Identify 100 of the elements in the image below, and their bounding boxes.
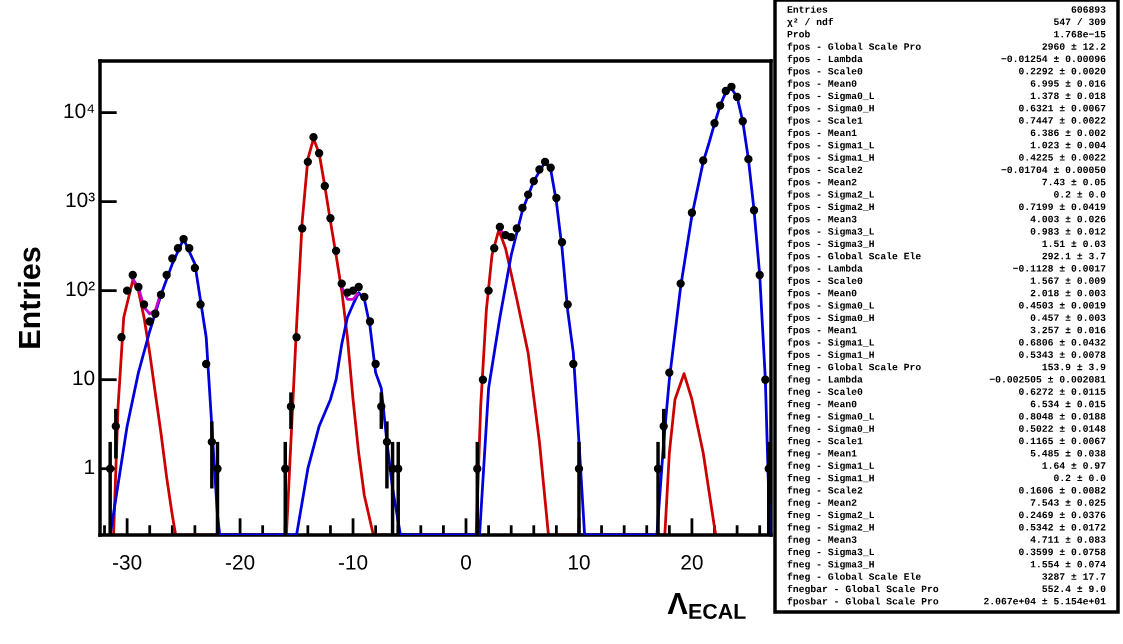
x-tick-label: 20 [681, 554, 703, 570]
x-tick-label: -10 [338, 554, 368, 570]
text: fpos - Lambda [787, 54, 863, 65]
text: fneg - Mean3 [787, 535, 857, 545]
text: 7.43 ± 0.05 [1042, 178, 1106, 186]
text: 1.567 ± 0.009 [1030, 277, 1106, 284]
x-tick-label: -20 [225, 554, 255, 570]
text: 5.485 ± 0.038 [1030, 449, 1106, 457]
text: 6.995 ± 0.016 [1030, 80, 1106, 87]
text: fpos - Global Scale Ele [787, 252, 921, 262]
text: 153.9 ± 3.9 [1042, 363, 1106, 371]
text: fpos - Mean3 [787, 215, 857, 225]
text: fposbar - Global Scale Pro [787, 597, 939, 607]
text: 3287 ± 17.7 [1042, 573, 1106, 580]
text: −0.01704 ± 0.00050 [1001, 166, 1106, 174]
text: 0.983 ± 0.012 [1030, 228, 1106, 235]
text: fpos - Lambda [787, 264, 863, 274]
y-tick-label: 10³ [66, 192, 95, 208]
text: fneg - Scale2 [787, 486, 863, 496]
x-tick-label: -30 [112, 554, 142, 570]
text: 1.64 ± 0.97 [1042, 462, 1106, 469]
text: 0.7199 ± 0.0419 [1019, 203, 1106, 210]
text: 2.067e+04 ± 5.154e+01 [984, 597, 1106, 605]
text: −0.1128 ± 0.0017 [1013, 265, 1106, 272]
text: 0.5343 ± 0.0078 [1019, 351, 1106, 358]
text: 1.51 ± 0.03 [1042, 240, 1106, 247]
y-axis-title: Entries [17, 247, 41, 348]
x-tick-label: 0 [461, 554, 471, 570]
text: fneg - Lambda [787, 375, 863, 385]
text: fpos - Mean2 [787, 178, 857, 188]
text: fpos - Sigma1_H [787, 350, 874, 360]
text: fpos - Sigma0_H [787, 313, 874, 323]
text: 0.5022 ± 0.0148 [1019, 425, 1106, 432]
y-tick-label: 10² [66, 281, 95, 297]
text: fneg - Mean2 [787, 498, 857, 508]
text: fneg - Sigma1_L [787, 461, 875, 471]
text: 1.768e−15 [1054, 30, 1106, 38]
text: fpos - Sigma2_H [787, 202, 874, 213]
text: fpos - Scale2 [787, 165, 863, 176]
text: fpos - Sigma0_H [787, 104, 874, 114]
text: 6.534 ± 0.015 [1030, 400, 1106, 408]
text: fpos - Mean0 [787, 79, 857, 89]
text: 0.6272 ± 0.0115 [1019, 388, 1106, 395]
text: −0.002505 ± 0.002081 [989, 375, 1106, 383]
text: 547 / 309 [1053, 17, 1106, 26]
text: fpos - Mean0 [787, 289, 857, 299]
text: fpos - Global Scale Pro [787, 42, 921, 52]
text: 0.3599 ± 0.0758 [1019, 548, 1106, 556]
text: 1.554 ± 0.074 [1030, 560, 1106, 568]
text: 0.6806 ± 0.0432 [1019, 338, 1106, 346]
text: fneg - Scale1 [787, 436, 863, 447]
text: 1.378 ± 0.018 [1030, 92, 1106, 100]
text: 606893 [1071, 6, 1106, 13]
text: 2.018 ± 0.003 [1030, 289, 1106, 297]
text: fpos - Sigma1_H [787, 153, 874, 163]
text: 2960 ± 12.2 [1042, 43, 1106, 50]
text: fnegbar - Global Scale Pro [787, 584, 939, 595]
text: fneg - Global Scale Ele [787, 572, 921, 582]
text: fneg - Sigma2_H [787, 523, 874, 533]
text: 4.003 ± 0.026 [1030, 215, 1106, 223]
text: 0.4225 ± 0.0022 [1019, 154, 1106, 161]
text: fpos - Sigma0_L [787, 91, 875, 102]
text: fneg - Sigma2_L [787, 510, 875, 521]
text: 0.2 ± 0.0 [1054, 191, 1106, 198]
text: 0.4503 ± 0.0019 [1019, 302, 1106, 309]
text: fpos - Sigma0_L [787, 301, 875, 311]
text: fneg - Mean0 [787, 399, 857, 410]
text: 0.5342 ± 0.0172 [1019, 523, 1106, 531]
text: fpos - Sigma2_L [787, 190, 875, 200]
text: 0.2469 ± 0.0376 [1019, 511, 1106, 519]
y-tick-label: 10⁴ [64, 103, 95, 119]
y-tick-label: 10 [73, 370, 95, 386]
text: fpos - Mean1 [787, 128, 857, 139]
text: fpos - Scale0 [787, 67, 863, 77]
text: 4.711 ± 0.083 [1030, 536, 1106, 543]
text: 3.257 ± 0.016 [1030, 326, 1106, 334]
text: fpos - Sigma3_L [787, 227, 875, 237]
text: fneg - Sigma3_H [787, 560, 874, 570]
text: 292.1 ± 3.7 [1042, 252, 1106, 260]
x-axis-title: Λ$_{ECAL}$ [667, 592, 746, 620]
text: Prob [787, 30, 810, 38]
text: fpos - Mean1 [787, 326, 857, 336]
text: fpos - Sigma3_H [787, 239, 874, 249]
text: 0.1165 ± 0.0067 [1019, 437, 1106, 445]
text: 6.386 ± 0.002 [1030, 129, 1106, 137]
text: 0.2 ± 0.0 [1054, 474, 1106, 482]
text: χ² / ndf [787, 17, 834, 28]
text: 7.543 ± 0.025 [1030, 499, 1106, 506]
text: 0.457 ± 0.003 [1030, 314, 1106, 321]
y-tick-label: 1 [85, 459, 95, 475]
text: Entries [787, 5, 828, 13]
text: fneg - Sigma0_H [787, 424, 874, 434]
text: 552.4 ± 9.0 [1042, 585, 1106, 593]
text: 0.2292 ± 0.0020 [1019, 67, 1106, 75]
text: fpos - Scale1 [787, 116, 863, 126]
text: 0.1606 ± 0.0082 [1019, 486, 1106, 494]
text: fpos - Sigma1_L [787, 141, 875, 151]
text: fneg - Global Scale Pro [787, 363, 921, 373]
text: fneg - Sigma1_H [787, 473, 874, 484]
text: fpos - Sigma1_L [787, 338, 875, 348]
